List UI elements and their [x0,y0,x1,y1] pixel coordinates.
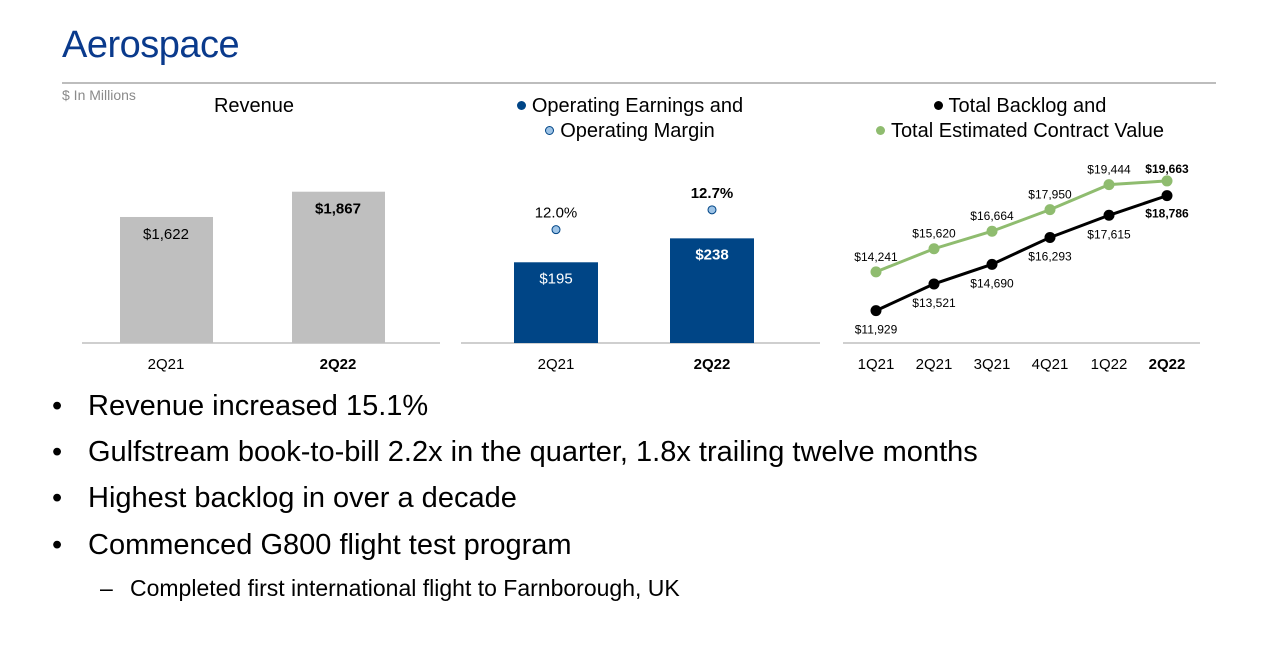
bullet-text: Commenced G800 flight test program [88,529,572,561]
revenue-data-label: $1,867 [315,201,361,218]
backlog-data-label: $14,690 [970,276,1014,290]
backlog-point [1044,231,1056,243]
revenue-bar [120,216,213,343]
earnings-bar [670,238,754,343]
contract-line [875,179,1168,274]
bullet-icon: • [52,529,63,561]
backlog-data-label: $11,929 [855,323,898,337]
backlog-data-label: $17,615 [1087,227,1131,241]
contract-legend-dot-icon [875,126,885,135]
bullet-text: Revenue increased 15.1% [88,390,429,422]
contract-point [870,266,882,278]
charts-canvas: $1,622 2Q21 $1,867 2Q22 $195 12.0% 2Q21 $238 12.… [82,162,1200,373]
earnings-chart-title: Operating Earnings and Operating Margin [470,94,790,144]
backlog-data-label: $13,521 [912,296,956,310]
margin-data-label: 12.0% [535,205,578,222]
contract-point [986,225,998,237]
dash-icon: – [100,575,113,601]
backlog-data-label: $16,293 [1028,249,1072,263]
earnings-legend-dot-icon [516,101,526,110]
bullet-icon: • [52,390,63,422]
earnings-x-tick: 2Q21 [538,356,575,373]
contract-point [1161,175,1173,187]
margin-point [551,225,561,235]
revenue-data-label: $1,622 [143,226,189,243]
earnings-x-tick: 2Q22 [694,356,731,373]
earnings-data-label: $195 [539,270,572,287]
margin-legend-dot-icon [545,126,555,135]
earnings-data-label: $238 [695,246,728,263]
backlog-legend-label: Total Backlog and [948,95,1107,117]
backlog-point [870,305,882,317]
backlog-x-tick: 2Q22 [1149,356,1186,373]
bullet-text: Highest backlog in over a decade [88,482,517,514]
backlog-chart-title: Total Backlog and Total Estimated Contra… [850,94,1190,144]
backlog-point [986,258,998,270]
bullet-icon: • [52,482,63,514]
revenue-x-tick: 2Q22 [320,356,357,373]
revenue-chart-title: Revenue [213,95,295,117]
contract-data-label: $15,620 [912,227,956,241]
contract-data-label: $16,664 [970,209,1014,223]
bullet-icon: • [52,436,63,468]
backlog-x-tick: 1Q22 [1091,356,1128,373]
contract-point [1044,204,1056,216]
margin-point [707,205,717,215]
backlog-point [928,278,940,290]
backlog-x-tick: 4Q21 [1032,356,1069,373]
contract-data-label: $19,663 [1145,162,1189,176]
backlog-legend-dot-icon [933,101,943,110]
revenue-bar [292,191,385,343]
revenue-x-tick: 2Q21 [148,356,185,373]
backlog-point [1161,190,1173,202]
contract-point [1103,179,1115,191]
earnings-legend-label: Operating Earnings and [531,95,744,117]
earnings-bar [514,262,598,343]
margin-legend-label: Operating Margin [560,120,715,142]
backlog-x-tick: 1Q21 [858,356,895,373]
margin-data-label: 12.7% [691,185,734,202]
page-title: Aerospace [62,24,240,66]
backlog-x-tick: 2Q21 [916,356,953,373]
backlog-line [875,194,1168,313]
bullet-text: Gulfstream book-to-bill 2.2x in the quar… [88,436,978,468]
title-divider [62,82,1216,84]
sub-bullet-text: Completed first international flight to … [130,575,680,601]
backlog-data-label: $18,786 [1145,207,1189,221]
backlog-point [1103,209,1115,221]
units-note: $ In Millions [62,87,136,103]
contract-legend-label: Total Estimated Contract Value [890,120,1165,142]
contract-data-label: $17,950 [1028,188,1072,202]
backlog-x-tick: 3Q21 [974,356,1011,373]
contract-data-label: $19,444 [1087,163,1131,177]
contract-data-label: $14,241 [854,250,898,264]
contract-point [928,243,940,255]
